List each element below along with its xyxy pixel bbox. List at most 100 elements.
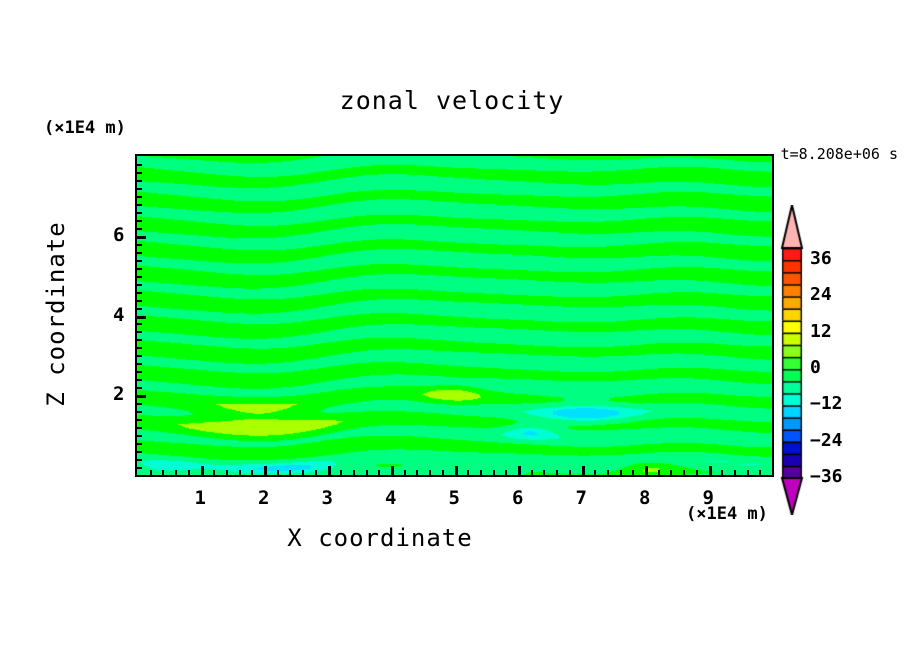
x-axis-minor-tick (314, 470, 317, 475)
x-tick-label: 8 (639, 487, 651, 509)
y-axis-major-tick (135, 315, 146, 319)
x-tick-label: 9 (702, 487, 714, 509)
x-axis-minor-tick (759, 470, 762, 475)
x-axis-major-tick (454, 466, 458, 475)
y-axis-major-tick (135, 395, 146, 399)
y-axis-unit-label: (×1E4 m) (44, 118, 126, 138)
colorbar-tick-label: 36 (810, 248, 832, 270)
x-axis-minor-tick (670, 470, 673, 475)
y-axis-minor-tick (135, 307, 142, 310)
y-axis-title: Z coordinate (42, 221, 70, 407)
x-axis-minor-tick (340, 470, 343, 475)
x-axis-minor-tick (175, 470, 178, 475)
y-axis-minor-tick (135, 371, 142, 374)
x-tick-label: 5 (448, 487, 460, 509)
y-axis-minor-tick (135, 211, 142, 214)
x-axis-minor-tick (276, 470, 279, 475)
x-axis-major-tick (581, 466, 585, 475)
y-axis-minor-tick (135, 275, 142, 278)
x-axis-major-tick (391, 466, 394, 475)
y-axis-minor-tick (135, 179, 142, 182)
y-axis-minor-tick (135, 227, 142, 230)
x-axis-minor-tick (213, 470, 216, 475)
y-axis-minor-tick (135, 403, 142, 406)
colorbar (779, 205, 805, 515)
y-tick-label: 2 (113, 383, 125, 406)
x-axis-minor-tick (543, 470, 546, 475)
y-axis-major-tick (135, 235, 146, 239)
x-axis-minor-tick (619, 470, 622, 475)
x-axis-major-tick (518, 466, 521, 475)
y-axis-minor-tick (135, 259, 142, 262)
x-axis-minor-tick (162, 470, 165, 475)
x-axis-minor-tick (746, 470, 749, 475)
x-axis-minor-tick (632, 470, 635, 475)
x-axis-minor-tick (238, 470, 241, 475)
x-axis-minor-tick (352, 470, 355, 475)
x-axis-minor-tick (479, 470, 482, 475)
y-tick-label: 6 (113, 223, 125, 246)
x-axis-minor-tick (695, 470, 698, 475)
x-axis-minor-tick (467, 470, 470, 475)
x-axis-minor-tick (378, 470, 381, 475)
y-axis-minor-tick (135, 243, 142, 246)
y-axis-minor-tick (135, 299, 142, 302)
x-tick-label: 6 (512, 487, 524, 509)
x-axis-minor-tick (606, 470, 609, 475)
x-axis-minor-tick (365, 470, 368, 475)
x-axis-minor-tick (492, 470, 495, 475)
y-axis-minor-tick (135, 347, 142, 350)
y-axis-minor-tick (135, 459, 142, 462)
y-axis-minor-tick (135, 363, 142, 366)
x-tick-label: 4 (385, 487, 397, 509)
y-axis-minor-tick (135, 387, 142, 390)
x-axis-minor-tick (429, 470, 432, 475)
x-axis-minor-tick (556, 470, 559, 475)
y-axis-minor-tick (135, 379, 142, 382)
colorbar-tick-label: 0 (810, 357, 821, 379)
y-axis-minor-tick (135, 419, 142, 422)
x-axis-major-tick (645, 466, 648, 475)
x-axis-major-tick (327, 466, 331, 475)
y-axis-minor-tick (135, 187, 142, 190)
y-axis-minor-tick (135, 435, 142, 438)
x-axis-minor-tick (530, 470, 533, 475)
x-axis-minor-tick (505, 470, 508, 475)
colorbar-tick-label: 24 (810, 284, 832, 306)
x-axis-minor-tick (251, 470, 254, 475)
y-axis-minor-tick (135, 467, 142, 470)
x-tick-label: 7 (575, 487, 587, 509)
colorbar-tick-label: −36 (810, 466, 843, 487)
y-axis-minor-tick (135, 411, 142, 414)
x-axis-minor-tick (568, 470, 571, 475)
x-axis-minor-tick (594, 470, 597, 475)
x-axis-minor-tick (416, 470, 419, 475)
y-axis-minor-tick (135, 291, 142, 294)
plot-area (135, 154, 774, 477)
x-axis-minor-tick (733, 470, 736, 475)
x-axis-unit-label: (×1E4 m) (686, 504, 768, 524)
x-axis-minor-tick (721, 470, 724, 475)
y-axis-minor-tick (135, 163, 142, 166)
y-axis-minor-tick (135, 203, 142, 206)
colorbar-tick-label: −12 (810, 393, 843, 415)
y-axis-minor-tick (135, 331, 142, 334)
y-axis-minor-tick (135, 251, 142, 254)
y-axis-minor-tick (135, 323, 142, 326)
y-axis-minor-tick (135, 283, 142, 286)
y-axis-minor-tick (135, 267, 142, 270)
x-axis-minor-tick (225, 470, 228, 475)
y-axis-minor-tick (135, 219, 142, 222)
x-axis-minor-tick (683, 470, 686, 475)
x-axis-minor-tick (302, 470, 305, 475)
y-axis-minor-tick (135, 427, 142, 430)
x-axis-minor-tick (187, 470, 190, 475)
colorbar-tick-label: −24 (810, 429, 843, 451)
x-axis-minor-tick (289, 470, 292, 475)
colorbar-tick-label: 12 (810, 320, 832, 342)
x-tick-label: 3 (321, 487, 333, 509)
y-axis-minor-tick (135, 451, 142, 454)
x-axis-minor-tick (441, 470, 444, 475)
x-axis-minor-tick (403, 470, 406, 475)
